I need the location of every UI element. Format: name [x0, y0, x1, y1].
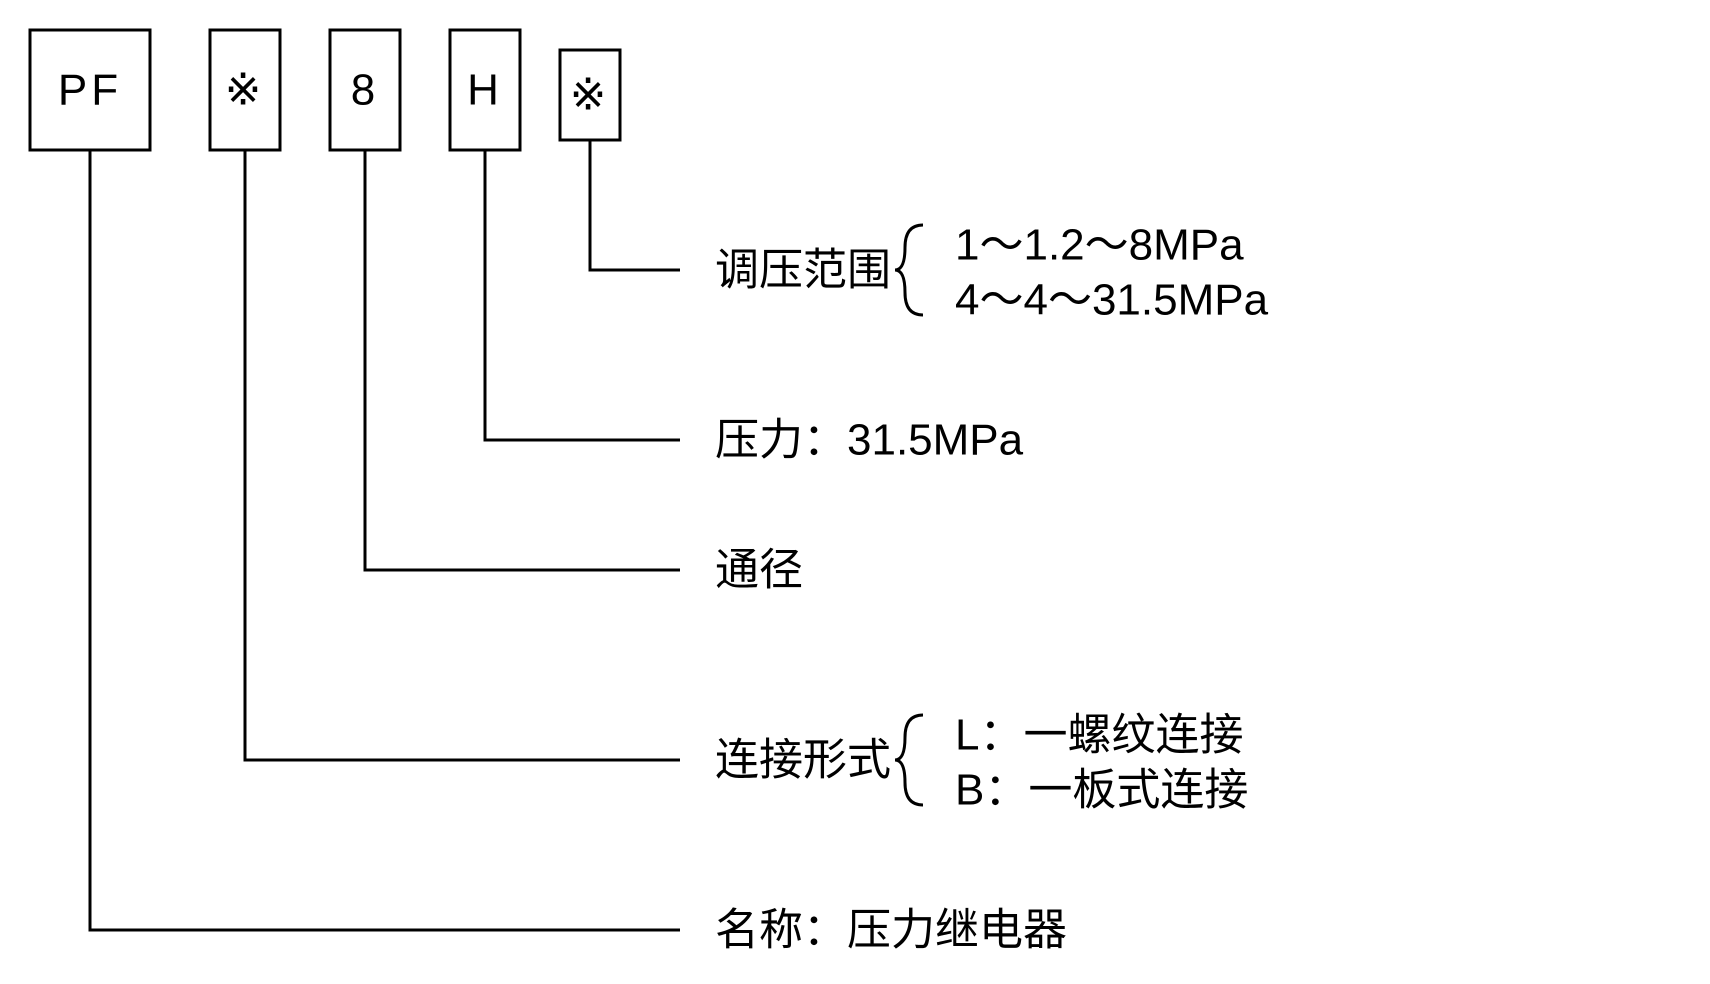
callout-label-4: 连接形式	[715, 736, 891, 785]
brace-4	[895, 715, 923, 805]
callout-label-2: 压力：31.5MPa	[715, 416, 1024, 465]
brace-line-1-1: 1～1.2～8MPa	[955, 221, 1244, 270]
callout-label-5: 名称：压力继电器	[715, 906, 1067, 955]
leader-line-3	[365, 150, 680, 570]
code-box-label-3: 8	[351, 66, 379, 115]
model-code-diagram: PF ※ 8 H ※ 调压范围 1～1.2～8MPa 4～4～31.5MPa 压力：31.5MP…	[0, 0, 1710, 984]
code-box-label-5: ※	[570, 71, 611, 120]
leader-line-1	[590, 140, 680, 270]
leader-line-2	[485, 150, 680, 440]
callout-label-1: 调压范围	[715, 246, 891, 295]
brace-line-4-2: B：一板式连接	[955, 766, 1248, 815]
callout-label-3: 通径	[715, 546, 803, 595]
brace-line-1-2: 4～4～31.5MPa	[955, 276, 1269, 325]
code-box-label-4: H	[467, 66, 503, 115]
code-box-label-1: PF	[58, 66, 122, 115]
leader-line-4	[245, 150, 680, 760]
brace-1	[895, 225, 923, 315]
code-box-label-2: ※	[225, 66, 266, 115]
brace-line-4-1: L：一螺纹连接	[955, 711, 1243, 760]
